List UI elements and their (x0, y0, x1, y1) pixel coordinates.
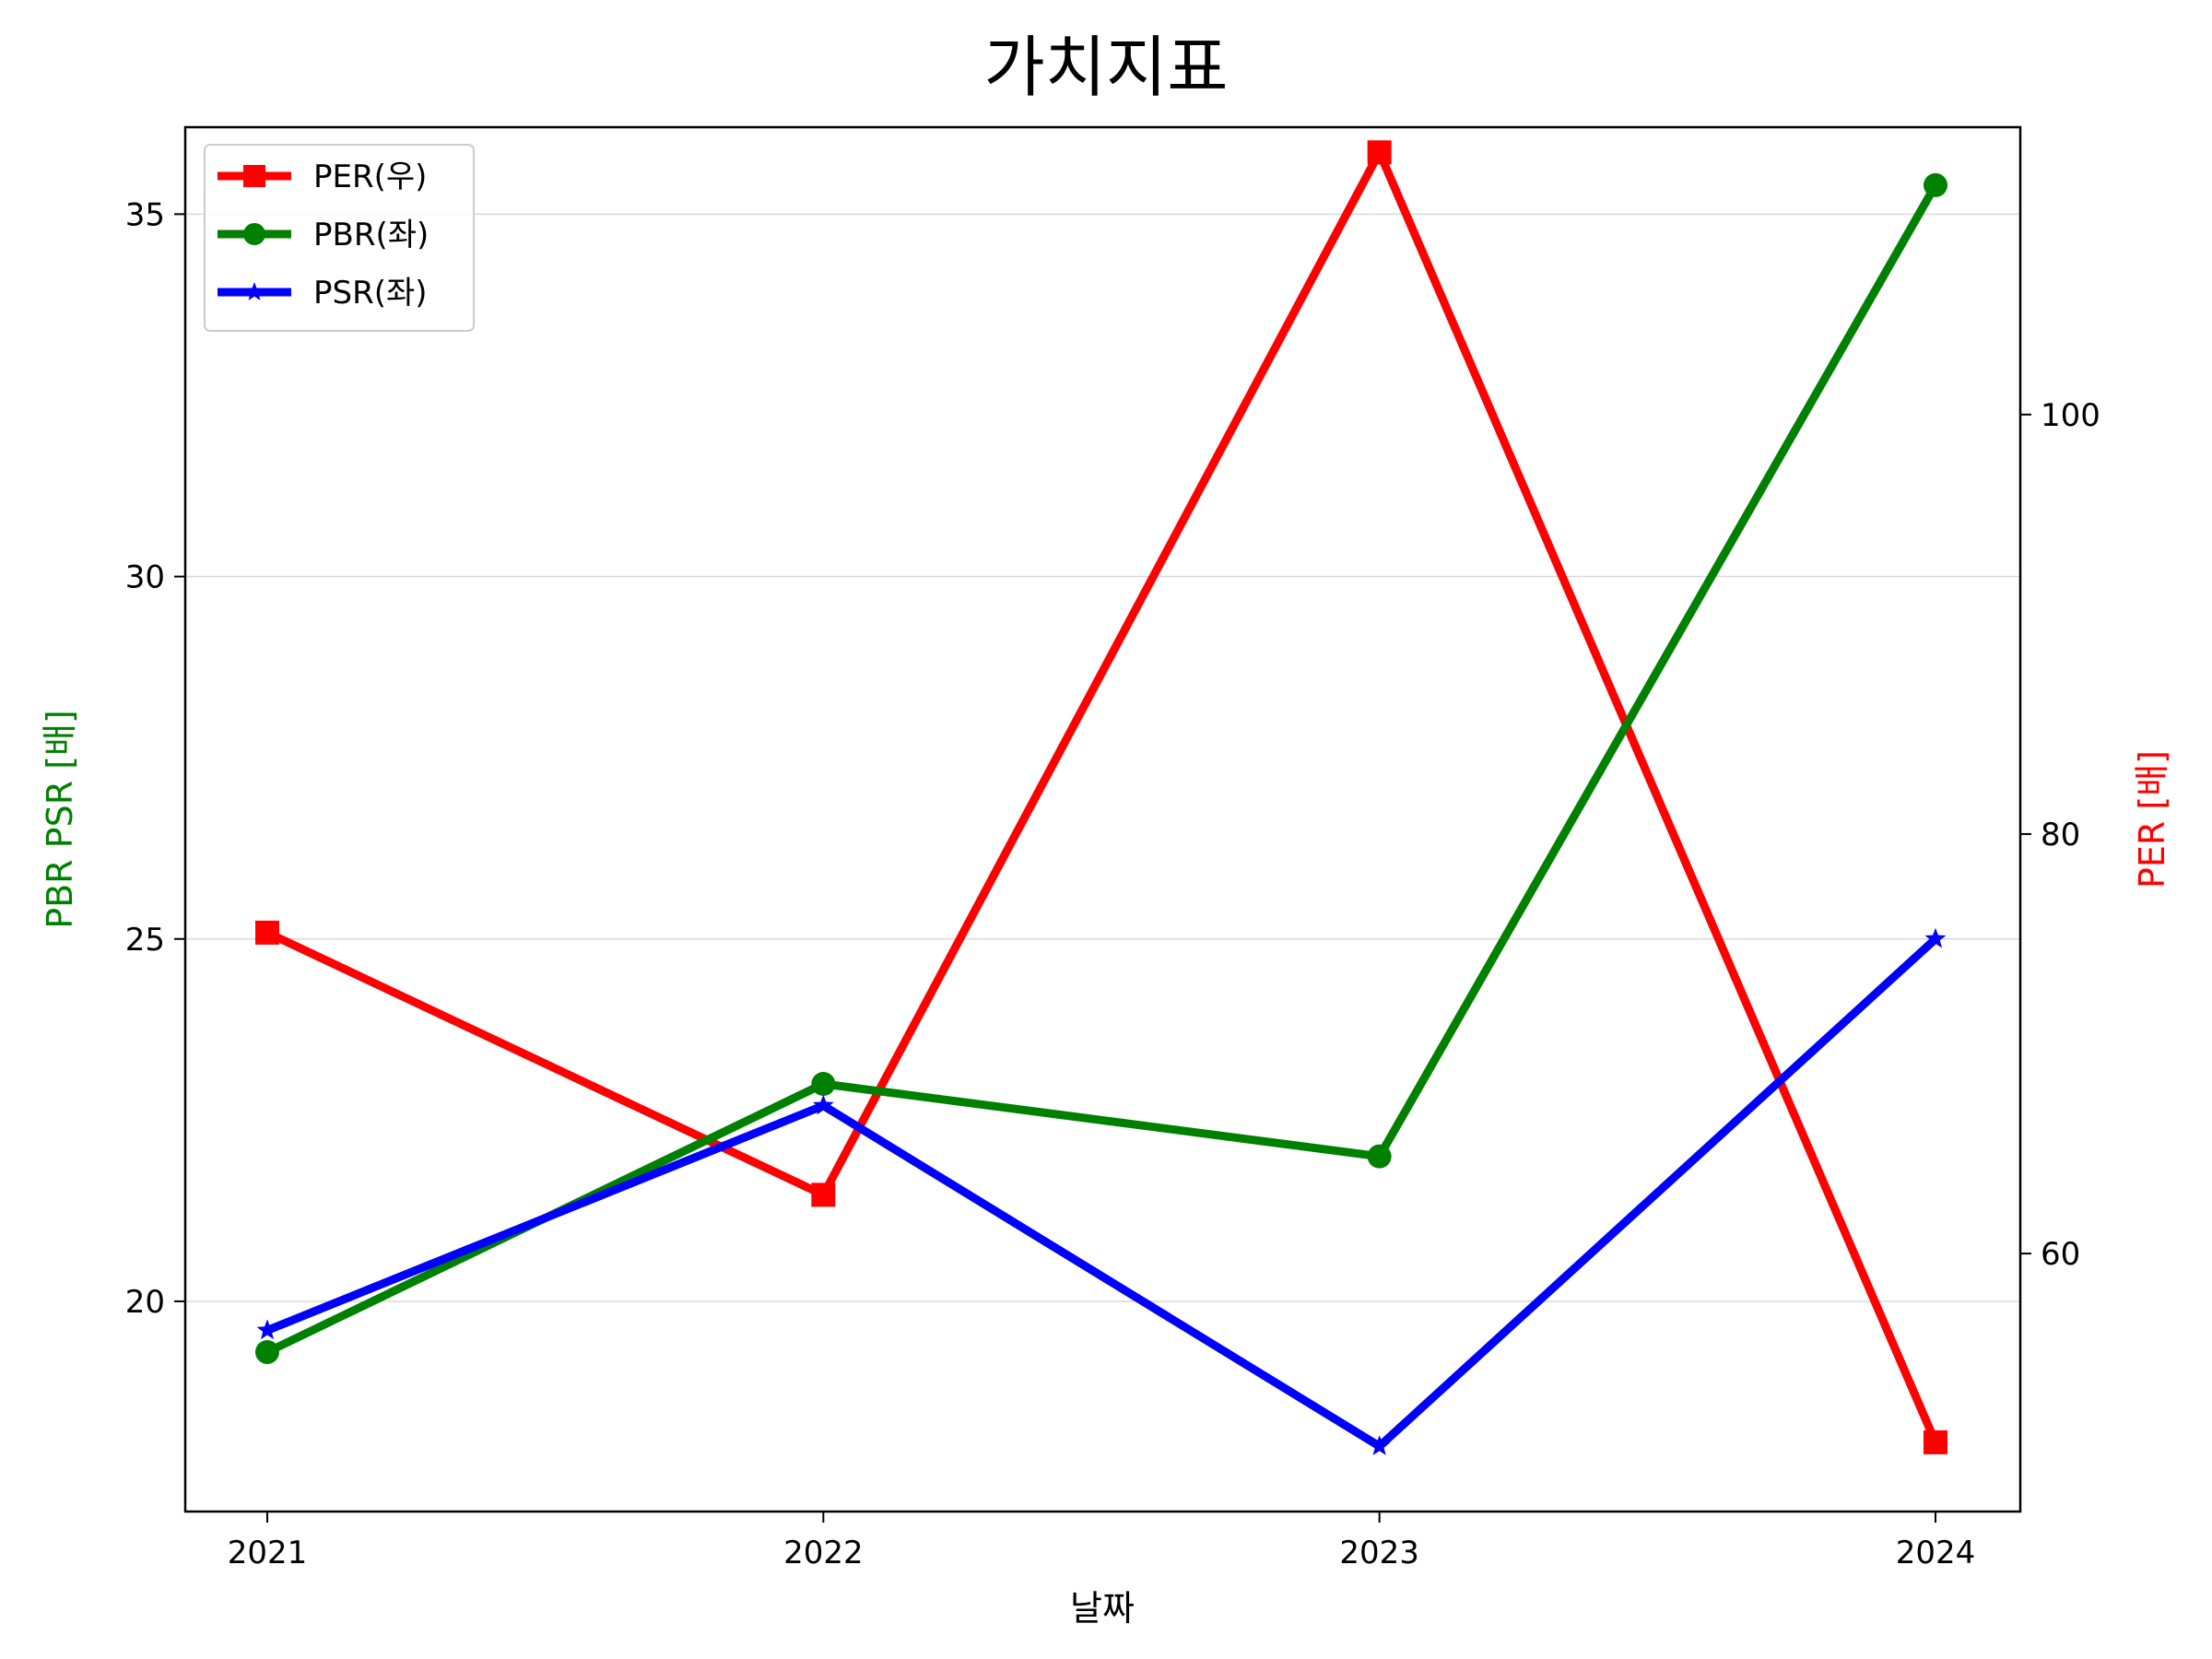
legend-label-per: PER(우) (313, 159, 427, 195)
legend-marker-psr (244, 282, 265, 300)
x-axis-label: 날짜 (1070, 1588, 1135, 1629)
legend-box (204, 144, 475, 332)
left-y-tick-label: 25 (125, 922, 165, 959)
data-point-psr (812, 1094, 834, 1115)
x-tick-label: 2022 (783, 1535, 864, 1571)
left-y-tick-label: 35 (125, 196, 165, 233)
left-y-tick-label: 30 (125, 559, 165, 596)
right-y-tick-label: 100 (2041, 397, 2100, 434)
data-point-psr (1924, 927, 1947, 948)
data-point-pbr (1367, 1144, 1392, 1169)
data-point-pbr (811, 1072, 836, 1097)
data-point-pbr (255, 1339, 279, 1364)
series-line-psr (263, 935, 1940, 1451)
x-tick-label: 2024 (1896, 1535, 1976, 1571)
x-tick-label: 2023 (1339, 1535, 1419, 1571)
legend-marker-pbr (243, 223, 265, 245)
data-point-psr (1369, 1435, 1391, 1455)
series-layer (255, 140, 1947, 1455)
data-point-pbr (1924, 172, 1947, 197)
right-y-tick-label: 80 (2041, 817, 2080, 853)
right-y-tick-label: 60 (2041, 1236, 2080, 1273)
data-point-per (1924, 1430, 1947, 1454)
data-point-per (811, 1182, 836, 1207)
data-point-per (1367, 140, 1392, 165)
data-point-per (255, 920, 279, 945)
x-tick-label: 2021 (228, 1535, 308, 1571)
series-line-per (263, 147, 1940, 1447)
axis-layer: 20 25 30 35 60 80 100 2021 2022 2023 2024 (125, 196, 2100, 1571)
legend-label-psr: PSR(좌) (313, 275, 428, 312)
legend-label-pbr: PBR(좌) (313, 217, 429, 253)
left-y-axis-label: PBR PSR [배] (40, 710, 80, 929)
left-y-tick-label: 20 (125, 1284, 165, 1321)
data-point-psr (256, 1319, 278, 1340)
legend-marker-per (243, 165, 265, 187)
chart-title: 가치지표 (984, 29, 1229, 106)
plot-frame (183, 125, 2022, 1513)
legend: PER(우) PBR(좌) PSR(좌) (204, 144, 475, 332)
right-y-axis-label: PER [배] (2132, 750, 2172, 888)
